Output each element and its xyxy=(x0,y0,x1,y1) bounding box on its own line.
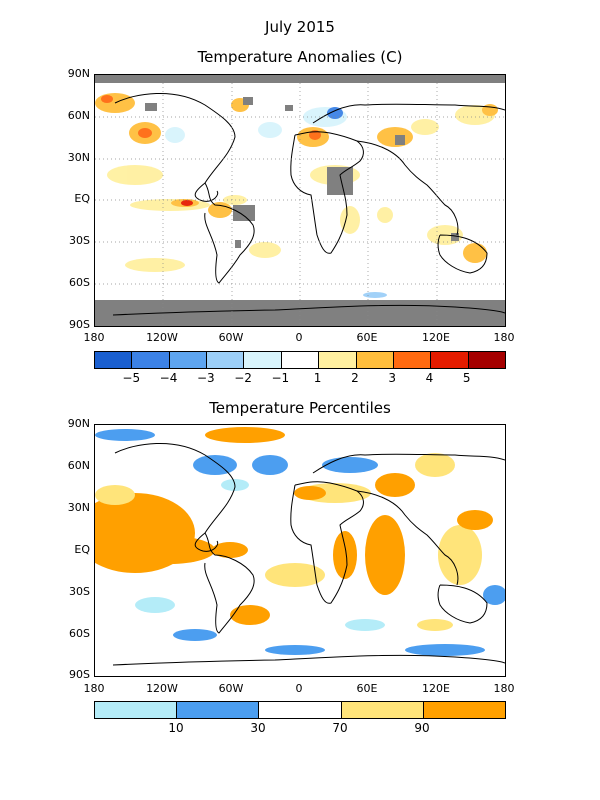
percentiles-title: Temperature Percentiles xyxy=(209,399,391,417)
percentile-colorbar xyxy=(94,701,506,719)
anomaly-colorbar-swatch xyxy=(468,352,505,368)
anomaly-colorbar-swatch xyxy=(281,352,320,368)
anomaly-colorbar-label: 4 xyxy=(425,371,434,385)
percentile-colorbar-swatch xyxy=(259,702,342,718)
anomaly-colorbar-swatch xyxy=(132,352,170,368)
anomaly-lon-label-180w: 180 xyxy=(83,331,105,344)
percentile-lon-label-180e: 180 xyxy=(493,682,515,695)
anomaly-colorbar-swatch xyxy=(356,352,394,368)
anomaly-colorbar-swatch xyxy=(244,352,282,368)
anomaly-lat-label-eq: EQ xyxy=(74,192,90,205)
percentile-patches xyxy=(95,427,505,656)
percentile-lon-label-60e: 60E xyxy=(356,682,378,695)
percentile-map xyxy=(94,424,506,677)
anomaly-map xyxy=(94,74,506,327)
percentile-colorbar-label: 90 xyxy=(414,721,430,735)
anomaly-colorbar-label: 3 xyxy=(388,371,396,385)
percentile-lon-label-180w: 180 xyxy=(83,682,105,695)
percentile-colorbar-label: 30 xyxy=(250,721,266,735)
percentile-lon-label-120w: 120W xyxy=(146,682,178,695)
anomaly-lat-label-30s: 30S xyxy=(69,234,90,247)
anomaly-lon-label-60e: 60E xyxy=(356,331,378,344)
month-title: July 2015 xyxy=(265,18,335,36)
percentile-colorbar-swatch xyxy=(341,702,424,718)
anomaly-colorbar-label: −1 xyxy=(271,371,290,385)
anomaly-colorbar-swatch xyxy=(95,352,133,368)
anomaly-colorbar-label: −5 xyxy=(122,371,141,385)
anomaly-lon-label-120e: 120E xyxy=(422,331,450,344)
grid-lines xyxy=(95,75,505,326)
anomaly-lat-label-60s: 60S xyxy=(69,276,90,289)
percentile-lon-label-0: 0 xyxy=(295,682,303,695)
percentile-lat-label-eq: EQ xyxy=(74,543,90,556)
percentile-colorbar-swatch xyxy=(177,702,260,718)
anomaly-map-svg xyxy=(95,75,505,326)
percentile-lat-label-90s: 90S xyxy=(69,668,90,681)
percentile-colorbar-swatch xyxy=(95,702,178,718)
anomaly-lat-label-30n: 30N xyxy=(67,151,90,164)
anomaly-lat-label-60n: 60N xyxy=(67,109,90,122)
anomaly-lon-label-120w: 120W xyxy=(146,331,178,344)
anomaly-colorbar-label: 5 xyxy=(462,371,471,385)
anomaly-colorbar-swatch xyxy=(431,352,469,368)
anomaly-lon-label-0: 0 xyxy=(295,331,303,344)
anomaly-colorbar-swatch xyxy=(319,352,357,368)
percentile-colorbar-swatch xyxy=(423,702,506,718)
anomaly-lat-label-90n: 90N xyxy=(67,67,90,80)
percentile-lat-label-30s: 30S xyxy=(69,585,90,598)
anomaly-lat-label-90s: 90S xyxy=(69,318,90,331)
anomalies-title: Temperature Anomalies (C) xyxy=(197,48,403,66)
percentile-lat-label-60s: 60S xyxy=(69,627,90,640)
anomaly-colorbar-label: 1 xyxy=(313,371,322,385)
anomaly-colorbar-swatch xyxy=(207,352,245,368)
anomaly-colorbar-label: 2 xyxy=(351,371,359,385)
anomaly-colorbar-label: −4 xyxy=(159,371,178,385)
coastlines xyxy=(112,93,505,316)
percentile-colorbar-label: 10 xyxy=(168,721,184,735)
anomaly-colorbar-label: −3 xyxy=(196,371,215,385)
anomaly-colorbar xyxy=(94,351,506,369)
percentile-lon-label-120e: 120E xyxy=(422,682,450,695)
percentile-map-svg xyxy=(95,427,505,666)
missing-land-patches xyxy=(145,97,459,248)
percentile-lon-label-60w: 60W xyxy=(218,682,244,695)
anomaly-colorbar-label: −2 xyxy=(234,371,252,385)
anomaly-colorbar-swatch xyxy=(169,352,208,368)
percentile-coastlines xyxy=(112,443,505,666)
anomaly-lon-label-60w: 60W xyxy=(218,331,244,344)
percentile-lat-label-30n: 30N xyxy=(67,501,90,514)
percentile-colorbar-label: 70 xyxy=(332,721,348,735)
anomaly-patches xyxy=(95,93,498,298)
anomaly-lon-label-180e: 180 xyxy=(493,331,515,344)
percentile-lat-label-90n: 90N xyxy=(67,417,90,430)
anomaly-colorbar-swatch xyxy=(393,352,432,368)
percentile-lat-label-60n: 60N xyxy=(67,459,90,472)
